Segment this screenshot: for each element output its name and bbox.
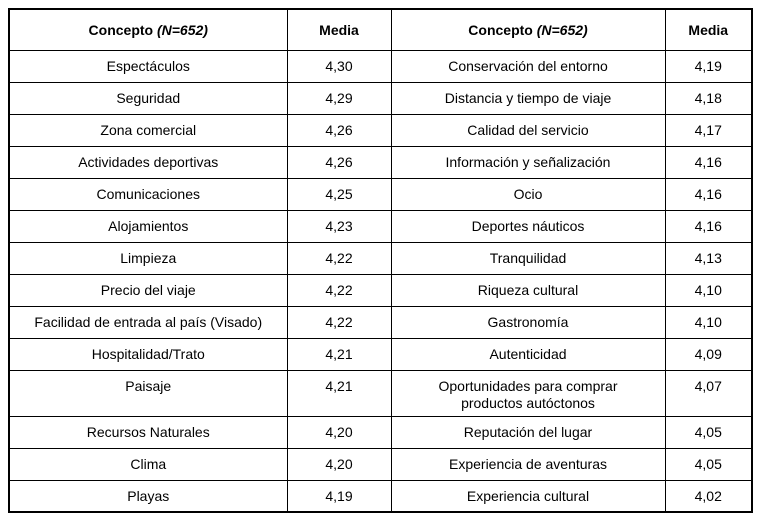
media-cell-right: 4,16 — [664, 209, 753, 243]
header-row: Concepto (N=652) Media Concepto (N=652) … — [8, 8, 753, 51]
header-media-left: Media — [286, 8, 392, 51]
media-cell-left: 4,20 — [286, 447, 392, 481]
concept-cell-right: Riqueza cultural — [390, 273, 666, 307]
media-cell-right: 4,10 — [664, 273, 753, 307]
concept-cell-left: Hospitalidad/Trato — [8, 337, 288, 371]
media-cell-right: 4,02 — [664, 479, 753, 513]
header-concepto-label: Concepto — [468, 22, 533, 38]
media-cell-right: 4,19 — [664, 49, 753, 83]
table-row: Comunicaciones 4,25 Ocio 4,16 — [8, 177, 753, 211]
concept-cell-right: Experiencia cultural — [390, 479, 666, 513]
media-cell-left: 4,23 — [286, 209, 392, 243]
media-cell-left: 4,21 — [286, 337, 392, 371]
concept-cell-right: Distancia y tiempo de viaje — [390, 81, 666, 115]
table-row: Seguridad 4,29 Distancia y tiempo de via… — [8, 81, 753, 115]
media-cell-right: 4,16 — [664, 145, 753, 179]
concept-cell-right: Tranquilidad — [390, 241, 666, 275]
media-cell-left: 4,26 — [286, 113, 392, 147]
table-row: Limpieza 4,22 Tranquilidad 4,13 — [8, 241, 753, 275]
concept-cell-left: Zona comercial — [8, 113, 288, 147]
media-cell-right: 4,10 — [664, 305, 753, 339]
media-cell-left: 4,22 — [286, 305, 392, 339]
media-cell-right: 4,09 — [664, 337, 753, 371]
media-cell-left: 4,22 — [286, 241, 392, 275]
concept-cell-left: Alojamientos — [8, 209, 288, 243]
concept-cell-right: Información y señalización — [390, 145, 666, 179]
media-cell-left: 4,19 — [286, 479, 392, 513]
table-row: Actividades deportivas 4,26 Información … — [8, 145, 753, 179]
media-cell-left: 4,21 — [286, 369, 392, 417]
concept-cell-right: Conservación del entorno — [390, 49, 666, 83]
media-cell-right: 4,05 — [664, 415, 753, 449]
concept-cell-left: Precio del viaje — [8, 273, 288, 307]
media-cell-left: 4,25 — [286, 177, 392, 211]
concept-cell-right: Deportes náuticos — [390, 209, 666, 243]
concept-cell-right: Oportunidades para comprar productos aut… — [390, 369, 666, 417]
concept-cell-right: Autenticidad — [390, 337, 666, 371]
media-cell-right: 4,05 — [664, 447, 753, 481]
table-row: Recursos Naturales 4,20 Reputación del l… — [8, 415, 753, 449]
media-cell-left: 4,29 — [286, 81, 392, 115]
table-row: Facilidad de entrada al país (Visado) 4,… — [8, 305, 753, 339]
concept-cell-left: Comunicaciones — [8, 177, 288, 211]
concept-cell-left: Facilidad de entrada al país (Visado) — [8, 305, 288, 339]
concept-cell-left: Limpieza — [8, 241, 288, 275]
concept-cell-left: Clima — [8, 447, 288, 481]
table-row: Alojamientos 4,23 Deportes náuticos 4,16 — [8, 209, 753, 243]
header-n-label: (N=652) — [156, 22, 208, 38]
table-row: Hospitalidad/Trato 4,21 Autenticidad 4,0… — [8, 337, 753, 371]
media-cell-right: 4,07 — [664, 369, 753, 417]
concept-cell-right: Ocio — [390, 177, 666, 211]
media-cell-right: 4,13 — [664, 241, 753, 275]
table-row: Clima 4,20 Experiencia de aventuras 4,05 — [8, 447, 753, 481]
table-row: Precio del viaje 4,22 Riqueza cultural 4… — [8, 273, 753, 307]
table-row: Playas 4,19 Experiencia cultural 4,02 — [8, 479, 753, 513]
concept-cell-left: Actividades deportivas — [8, 145, 288, 179]
concept-cell-left: Playas — [8, 479, 288, 513]
header-media-right: Media — [664, 8, 753, 51]
concept-cell-left: Recursos Naturales — [8, 415, 288, 449]
table-row: Paisaje 4,21 Oportunidades para comprar … — [8, 369, 753, 417]
concept-cell-left: Espectáculos — [8, 49, 288, 83]
media-cell-left: 4,30 — [286, 49, 392, 83]
table-body: Espectáculos 4,30 Conservación del entor… — [8, 49, 753, 513]
header-concepto-right: Concepto (N=652) — [390, 8, 666, 51]
ratings-table: Concepto (N=652) Media Concepto (N=652) … — [8, 8, 753, 513]
media-cell-right: 4,17 — [664, 113, 753, 147]
concept-cell-right: Experiencia de aventuras — [390, 447, 666, 481]
media-cell-left: 4,20 — [286, 415, 392, 449]
header-n-label: (N=652) — [536, 22, 588, 38]
concept-cell-left: Paisaje — [8, 369, 288, 417]
media-cell-left: 4,22 — [286, 273, 392, 307]
media-cell-right: 4,16 — [664, 177, 753, 211]
concept-cell-right: Calidad del servicio — [390, 113, 666, 147]
media-cell-right: 4,18 — [664, 81, 753, 115]
table-row: Espectáculos 4,30 Conservación del entor… — [8, 49, 753, 83]
concept-cell-left: Seguridad — [8, 81, 288, 115]
concept-cell-right: Gastronomía — [390, 305, 666, 339]
table-row: Zona comercial 4,26 Calidad del servicio… — [8, 113, 753, 147]
header-concepto-label: Concepto — [88, 22, 154, 38]
header-concepto-left: Concepto (N=652) — [8, 8, 288, 51]
media-cell-left: 4,26 — [286, 145, 392, 179]
concept-cell-right: Reputación del lugar — [390, 415, 666, 449]
